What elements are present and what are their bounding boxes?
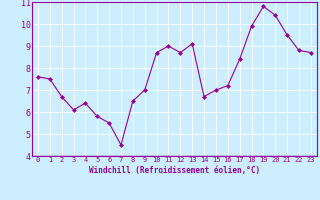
X-axis label: Windchill (Refroidissement éolien,°C): Windchill (Refroidissement éolien,°C) xyxy=(89,166,260,175)
